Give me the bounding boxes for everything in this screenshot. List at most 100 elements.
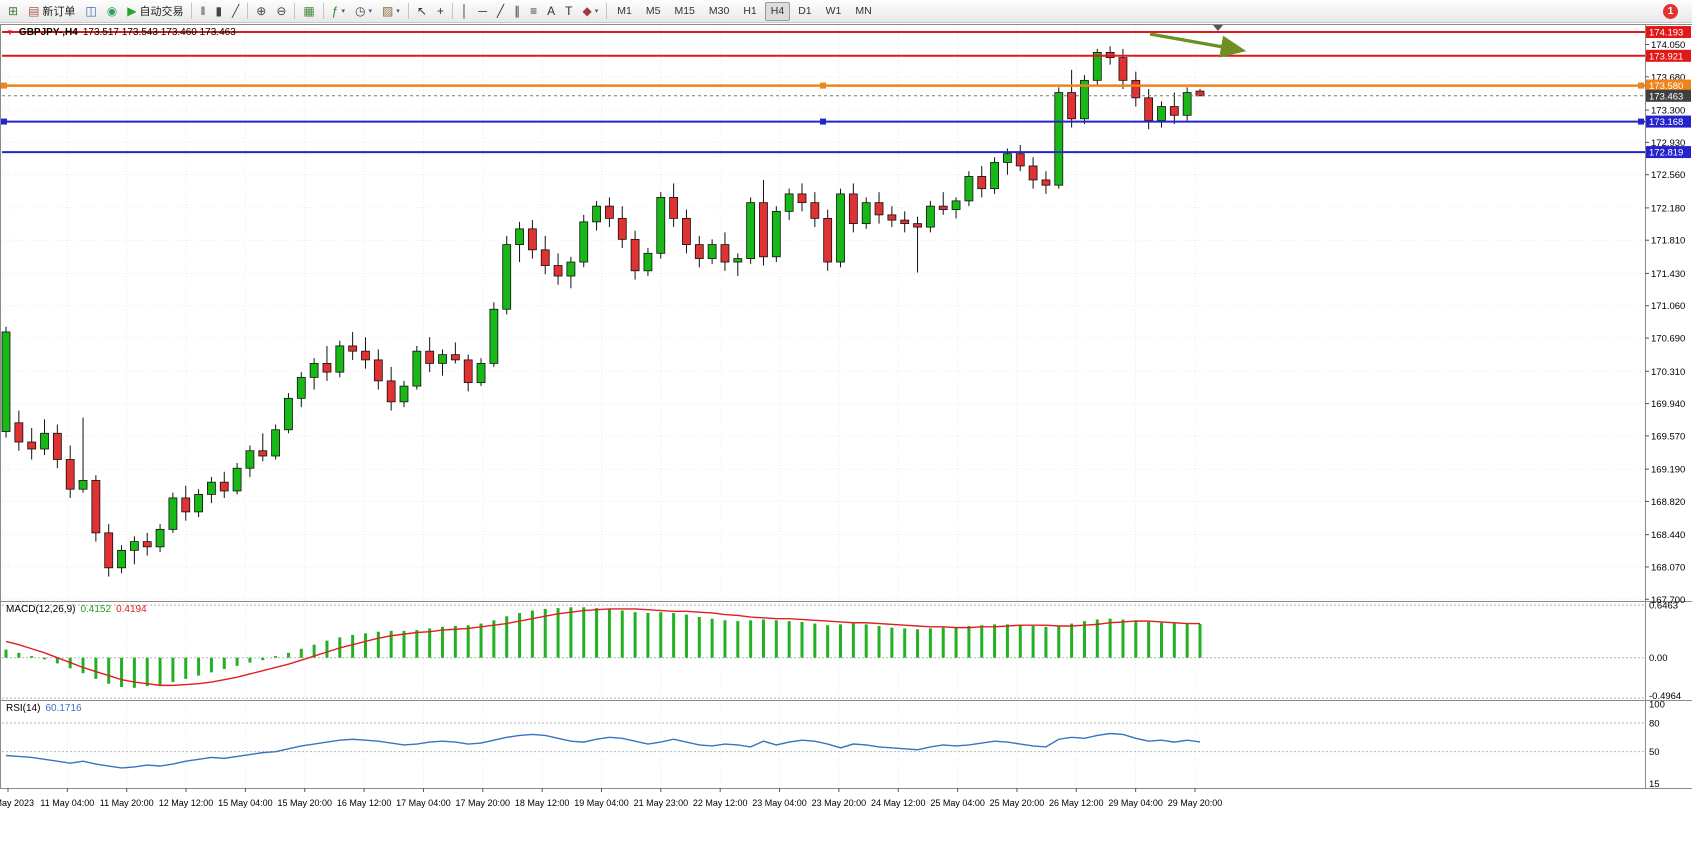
macd-signal-line (5, 608, 1201, 687)
svg-text:19 May 04:00: 19 May 04:00 (574, 798, 629, 808)
timeframe-mn[interactable]: MN (855, 5, 872, 17)
line-chart-icon: ╱ (232, 4, 240, 18)
svg-text:172.560: 172.560 (1651, 170, 1685, 181)
shapes-button[interactable]: ◆ ▾ (579, 1, 603, 21)
macd-label: MACD(12,26,9) 0.4152 0.4194 (6, 604, 147, 615)
orange-line-173580-handle[interactable] (1638, 82, 1644, 89)
svg-text:171.430: 171.430 (1651, 269, 1685, 280)
community-button[interactable]: ◉ (103, 1, 121, 21)
fibonacci-button[interactable]: ≡ (526, 1, 541, 21)
candlestick-chart-button[interactable]: ▮ (211, 1, 226, 21)
indicators-button[interactable]: ƒ ▾ (328, 1, 349, 21)
toolbar-separator (451, 3, 453, 19)
price-axis[interactable]: 174.050 173.680 173.300 172.930 172.560 172.1… (1645, 26, 1691, 606)
svg-text:22 May 12:00: 22 May 12:00 (693, 798, 748, 808)
templates-button[interactable]: ▨ ▾ (378, 1, 404, 21)
timeframe-m1[interactable]: M1 (617, 5, 632, 17)
svg-text:171.810: 171.810 (1651, 236, 1685, 247)
periods-icon: ◷ (354, 4, 366, 18)
channel-button[interactable]: ∥ (510, 1, 524, 21)
support-line-173168-handle[interactable] (1638, 118, 1644, 125)
macd-main-value: 0.4152 (80, 604, 112, 615)
bar-chart-button[interactable]: ‖ (196, 1, 209, 21)
support-line-173168-handle[interactable] (820, 118, 826, 125)
notification-badge[interactable]: 1 (1663, 4, 1678, 19)
zoom-in-icon: ⊕ (256, 4, 267, 18)
support-line-173168-handle[interactable] (1, 118, 7, 125)
svg-text:100: 100 (1649, 699, 1665, 710)
timeframe-w1[interactable]: W1 (825, 5, 842, 17)
autotrading-button[interactable]: ▶ 自动交易 (123, 1, 187, 21)
chart-title: ▼ GBPJPY-,H4 173.517 173.543 173.460 173… (6, 27, 236, 38)
svg-text:12 May 12:00: 12 May 12:00 (159, 798, 214, 808)
candlesticks (1, 46, 1205, 577)
timeframe-m30[interactable]: M30 (708, 5, 730, 17)
timeframe-h1[interactable]: H1 (743, 5, 757, 17)
orange-line-173580-handle[interactable] (820, 82, 826, 89)
zoom-in-button[interactable]: ⊕ (252, 1, 270, 21)
current-price-label (1646, 89, 1691, 102)
svg-text:18 May 12:00: 18 May 12:00 (515, 798, 570, 808)
text-label-icon: T (565, 4, 573, 18)
line-chart-button[interactable]: ╱ (228, 1, 243, 21)
svg-text:169.940: 169.940 (1651, 399, 1685, 410)
svg-text:173.921: 173.921 (1649, 51, 1683, 62)
svg-text:173.300: 173.300 (1651, 106, 1685, 117)
svg-text:170.690: 170.690 (1651, 334, 1685, 345)
profiles-icon: ◫ (85, 4, 97, 18)
text-icon: A (547, 4, 556, 18)
svg-text:174.193: 174.193 (1649, 28, 1683, 39)
trendline-button[interactable]: ╱ (493, 1, 508, 21)
macd-signal-value: 0.4194 (116, 604, 147, 615)
fibonacci-icon: ≡ (530, 4, 538, 18)
crosshair-icon: + (436, 4, 444, 18)
svg-text:25 May 20:00: 25 May 20:00 (990, 798, 1045, 808)
orange-line-173580-handle[interactable] (1, 82, 7, 89)
periods-button[interactable]: ◷ ▾ (351, 1, 376, 21)
new-order-button-label: 新订单 (42, 6, 76, 18)
timeframe-m5[interactable]: M5 (645, 5, 661, 17)
time-axis[interactable]: 10 May 2023 11 May 04:00 11 May 20:00 12 Ma… (0, 788, 1222, 808)
dropdown-caret-icon: ▾ (594, 8, 599, 15)
timeframe-m15[interactable]: M15 (674, 5, 695, 17)
svg-text:16 May 12:00: 16 May 12:00 (337, 798, 392, 808)
panel-borders (0, 24, 1692, 789)
toolbar: ⊞ ▤ 新订单 ◫ ◉ ▶ 自动交易 ‖ ▮ ╱ ⊕ ⊖ ▦ ƒ ▾ ◷ ▾ ▨ ▾ ↖ + │ ─ ╱ ∥ ≡ A T ◆ ▾ M1 M5 M… (0, 0, 1692, 23)
toolbar-separator (606, 3, 608, 19)
community-icon: ◉ (106, 4, 118, 18)
text-button[interactable]: A (543, 1, 559, 21)
profiles-button[interactable]: ◫ (81, 1, 100, 21)
svg-text:80: 80 (1649, 718, 1660, 729)
svg-text:170.310: 170.310 (1651, 367, 1685, 378)
autotrading-icon: ▶ (127, 4, 137, 18)
svg-text:168.440: 168.440 (1651, 530, 1685, 541)
svg-text:169.570: 169.570 (1651, 431, 1685, 442)
zoom-out-button[interactable]: ⊖ (272, 1, 290, 21)
tile-windows-button[interactable]: ▦ (299, 1, 318, 21)
new-chart-button[interactable]: ⊞ (4, 1, 22, 21)
svg-text:15 May 20:00: 15 May 20:00 (277, 798, 332, 808)
crosshair-button[interactable]: + (433, 1, 448, 21)
svg-text:10 May 2023: 10 May 2023 (0, 798, 34, 808)
new-order-button[interactable]: ▤ 新订单 (24, 1, 79, 21)
timeframe-d1[interactable]: D1 (798, 5, 812, 17)
timeframe-h4[interactable]: H4 (764, 1, 791, 21)
shapes-icon: ◆ (582, 4, 592, 18)
ohlc-values: 173.517 173.543 173.460 173.463 (82, 27, 236, 38)
chart-shift-marker[interactable] (1213, 25, 1223, 31)
horizontal-line-button[interactable]: ─ (474, 1, 491, 21)
price-chart-svg: 174.050 173.680 173.300 172.930 172.560 172.1… (0, 24, 1692, 808)
dropdown-caret-icon: ▾ (396, 8, 400, 15)
candlestick-icon: ▮ (215, 4, 223, 18)
cursor-button[interactable]: ↖ (413, 1, 431, 21)
overlay-lines (1, 31, 1645, 154)
symbol-timeframe: GBPJPY-,H4 (18, 27, 78, 38)
toolbar-separator (191, 3, 193, 19)
annotation-arrow[interactable] (1149, 32, 1247, 58)
text-label-button[interactable]: T (561, 1, 576, 21)
rsi-label: RSI(14) 60.1716 (6, 703, 82, 714)
svg-text:26 May 12:00: 26 May 12:00 (1049, 798, 1104, 808)
svg-text:23 May 04:00: 23 May 04:00 (752, 798, 807, 808)
vertical-line-button[interactable]: │ (457, 1, 473, 21)
indicators-icon: ƒ (331, 4, 339, 18)
